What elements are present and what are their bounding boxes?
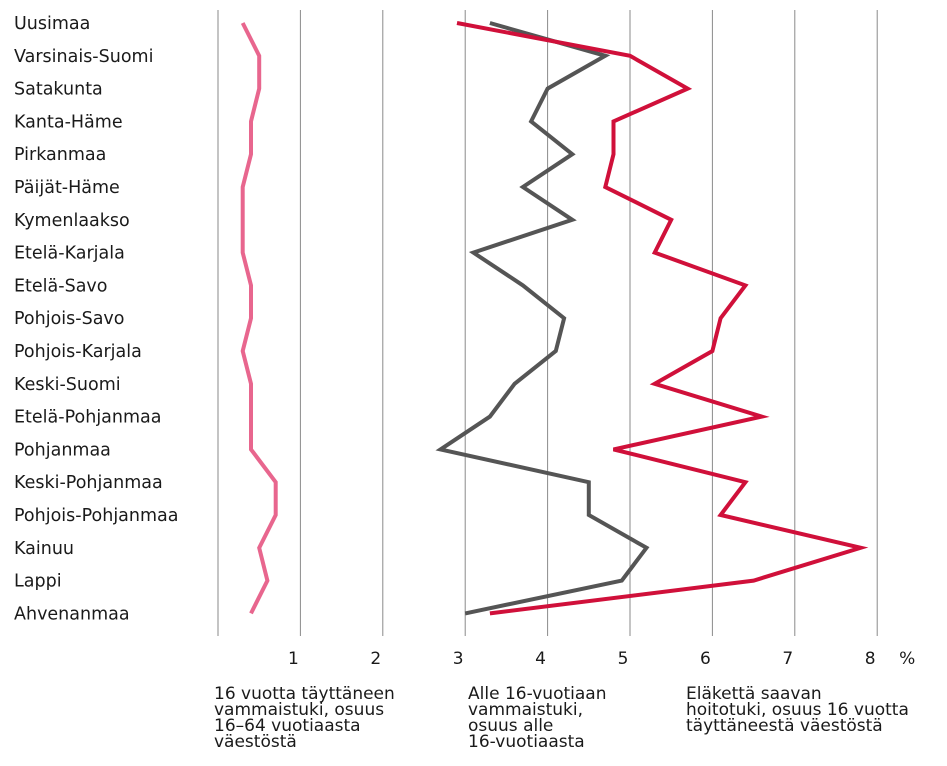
x-tick-label: 7 xyxy=(782,649,793,669)
x-tick-label: 2 xyxy=(370,649,381,669)
region-label: Lappi xyxy=(14,572,62,592)
x-tick-label: 1 xyxy=(288,649,299,669)
x-tick-labels: 1 2 3 4 5 6 7 8% xyxy=(288,649,915,669)
region-label: Päijät-Häme xyxy=(14,178,120,198)
region-label: Kainuu xyxy=(14,539,74,559)
region-label: Keski-Pohjanmaa xyxy=(14,473,163,493)
region-label: Ahvenanmaa xyxy=(14,604,130,624)
series-line-0 xyxy=(240,22,278,615)
series-line-2 xyxy=(456,21,869,616)
region-label: Pirkanmaa xyxy=(14,145,106,165)
region-label: Pohjois-Savo xyxy=(14,309,125,329)
x-tick-label: 3 xyxy=(453,649,464,669)
region-label: Kymenlaakso xyxy=(14,211,130,231)
x-unit-label: % xyxy=(899,649,915,669)
region-label: Etelä-Karjala xyxy=(14,244,125,264)
x-tick-label: 5 xyxy=(618,649,629,669)
region-label: Kanta-Häme xyxy=(14,112,123,132)
grid-lines xyxy=(217,10,878,636)
region-label: Etelä-Pohjanmaa xyxy=(14,408,162,428)
x-tick-label: 6 xyxy=(700,649,711,669)
legend-entry-disability-allowance-under16: Alle 16-vuotiaan vammaistuki, osuus alle… xyxy=(468,684,607,752)
region-labels: Uusimaa Varsinais-Suomi Satakunta Kanta-Häm… xyxy=(14,14,179,624)
x-tick-label: 8 xyxy=(865,649,876,669)
region-label: Pohjanmaa xyxy=(14,440,111,460)
series-line-1 xyxy=(435,21,650,616)
region-label: Satakunta xyxy=(14,80,103,100)
region-label: Uusimaa xyxy=(14,14,90,34)
region-label: Keski-Suomi xyxy=(14,375,121,395)
x-tick-label: 4 xyxy=(535,649,546,669)
region-label: Varsinais-Suomi xyxy=(14,47,153,67)
region-label: Pohjois-Karjala xyxy=(14,342,142,362)
region-label: Etelä-Savo xyxy=(14,276,107,296)
chart: Uusimaa Varsinais-Suomi Satakunta Kanta-Häm… xyxy=(14,10,915,669)
legend-entry-pensioner-care-allowance: Eläkettä saavan hoitotuki, osuus 16 vuot… xyxy=(686,684,909,736)
legend-entry-disability-allowance-16plus: 16 vuotta täyttäneen vammaistuki, osuus … xyxy=(214,684,395,752)
series-lines xyxy=(240,21,869,616)
region-label: Pohjois-Pohjanmaa xyxy=(14,506,179,526)
